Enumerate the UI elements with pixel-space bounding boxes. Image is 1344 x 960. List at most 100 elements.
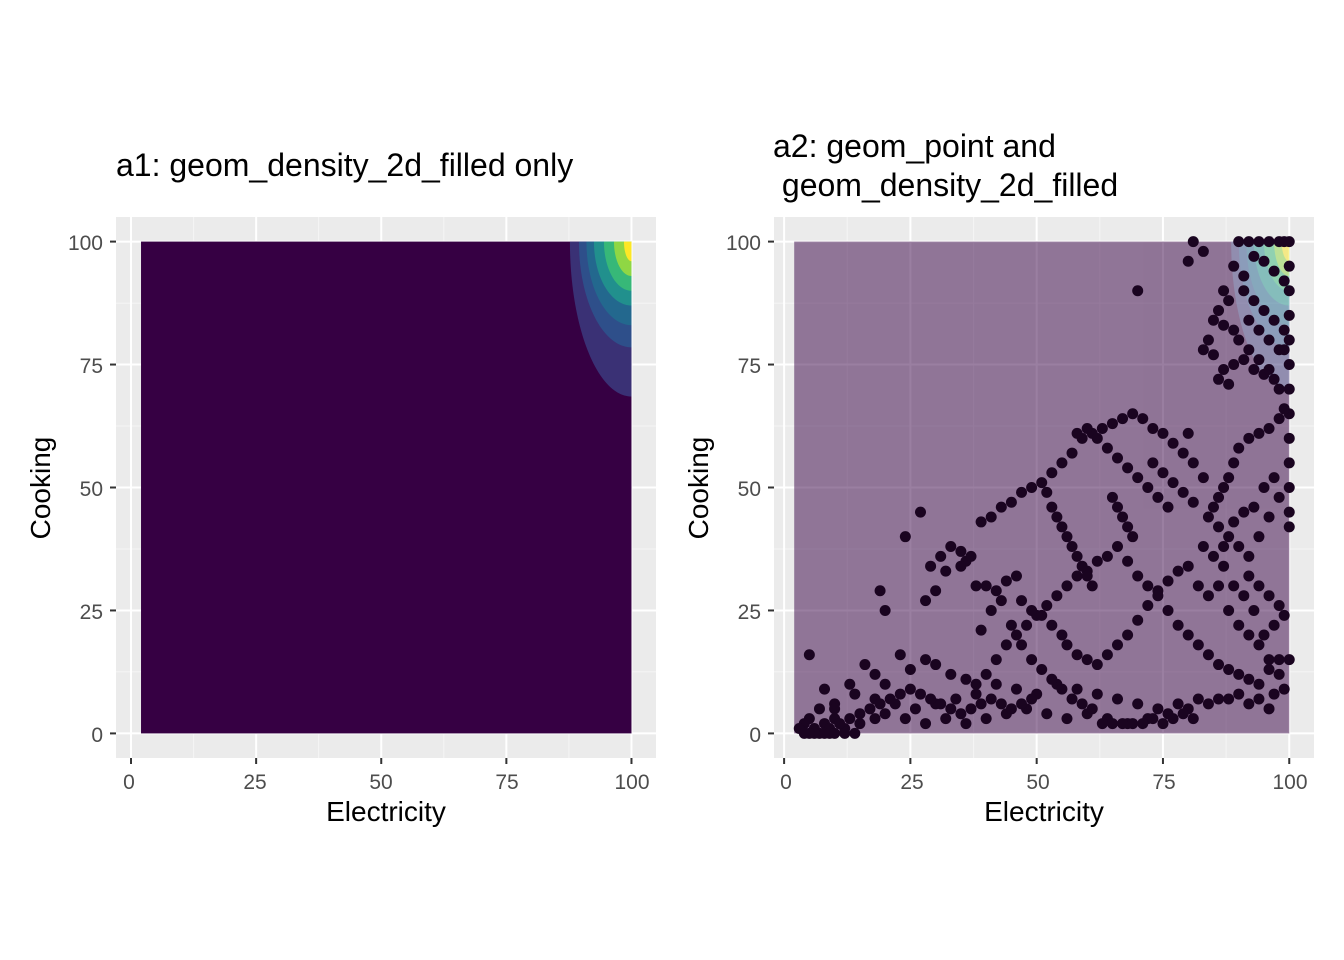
data-point: [1248, 501, 1260, 513]
data-point: [854, 708, 866, 720]
data-point: [1283, 285, 1295, 297]
data-point: [1182, 629, 1194, 641]
data-point: [1172, 698, 1184, 710]
x-axis: [783, 758, 1291, 764]
data-point: [894, 688, 906, 700]
data-point: [849, 727, 861, 739]
data-point: [1202, 511, 1214, 523]
data-point: [1283, 482, 1295, 493]
data-point: [1051, 511, 1063, 523]
data-point: [965, 703, 977, 715]
data-point: [1152, 703, 1164, 715]
data-point: [829, 727, 841, 739]
data-point: [1157, 427, 1169, 439]
data-point: [1101, 442, 1113, 454]
data-point: [1122, 521, 1134, 533]
data-point: [1238, 354, 1250, 366]
data-point: [1283, 383, 1295, 395]
data-point: [1238, 285, 1250, 297]
data-point: [1071, 427, 1083, 439]
data-point: [1111, 639, 1123, 651]
data-point: [1096, 422, 1108, 434]
data-point: [1106, 418, 1118, 430]
data-point: [1263, 422, 1275, 434]
data-point: [1000, 575, 1012, 587]
y-axis: [110, 240, 116, 735]
data-point: [904, 663, 916, 675]
data-point: [1207, 501, 1219, 513]
data-point: [1192, 580, 1204, 592]
data-point: [1187, 236, 1199, 248]
data-point: [1192, 693, 1204, 705]
data-point: [1233, 442, 1245, 454]
data-point: [1162, 501, 1174, 513]
data-point: [1207, 349, 1219, 361]
data-point: [1041, 600, 1053, 612]
data-point: [1213, 580, 1225, 592]
data-point: [1081, 422, 1093, 434]
data-point: [1278, 683, 1290, 695]
data-point: [1187, 457, 1199, 469]
x-tick-label: 100: [1272, 771, 1307, 794]
data-point: [1101, 649, 1113, 661]
y-tick-label: 75: [80, 355, 103, 378]
data-point: [940, 565, 952, 577]
data-point: [1238, 270, 1250, 282]
data-point: [1273, 491, 1285, 503]
data-point: [1041, 486, 1053, 498]
data-point: [995, 698, 1007, 710]
data-point: [1071, 550, 1083, 562]
data-point: [1106, 491, 1118, 503]
data-point: [1005, 619, 1017, 631]
data-point: [1132, 570, 1144, 582]
data-point: [1283, 260, 1295, 272]
data-point: [1253, 693, 1265, 705]
data-point: [1122, 462, 1134, 474]
data-point: [1036, 477, 1048, 489]
data-point: [1157, 467, 1169, 479]
data-point: [1122, 555, 1134, 567]
data-point: [950, 693, 962, 705]
data-point: [1253, 427, 1265, 439]
data-point: [1137, 718, 1149, 730]
data-point: [839, 727, 851, 739]
data-point: [909, 703, 921, 715]
x-axis-title: Electricity: [326, 796, 446, 827]
data-point: [844, 678, 856, 690]
data-point: [1076, 698, 1088, 710]
data-point: [1278, 403, 1290, 415]
data-point: [1273, 413, 1285, 425]
data-point: [1061, 531, 1073, 543]
data-point: [879, 604, 891, 616]
data-point: [1258, 482, 1270, 493]
data-point: [1263, 663, 1275, 675]
data-point: [1005, 496, 1017, 508]
data-point: [1233, 541, 1245, 553]
data-point: [1243, 344, 1255, 356]
data-point: [1137, 413, 1149, 425]
y-tick-label: 50: [738, 478, 761, 501]
data-point: [945, 668, 957, 680]
data-point: [1273, 654, 1285, 666]
data-point: [1026, 604, 1038, 616]
data-point: [1117, 413, 1129, 425]
data-point: [1253, 354, 1265, 366]
data-point: [1187, 713, 1199, 725]
data-point: [1233, 619, 1245, 631]
data-point: [1283, 236, 1295, 248]
data-point: [854, 718, 866, 730]
data-point: [1268, 314, 1280, 326]
data-point: [1238, 506, 1250, 518]
data-point: [1248, 604, 1260, 616]
data-point: [1142, 580, 1154, 592]
data-point: [1223, 378, 1235, 390]
data-point: [1061, 639, 1073, 651]
data-point: [1117, 511, 1129, 523]
data-point: [1016, 595, 1028, 607]
data-point: [1096, 718, 1108, 730]
data-point: [1223, 693, 1235, 705]
data-point: [1263, 334, 1275, 346]
scatter-points: [793, 236, 1295, 739]
data-point: [1111, 501, 1123, 513]
data-point: [1278, 275, 1290, 287]
